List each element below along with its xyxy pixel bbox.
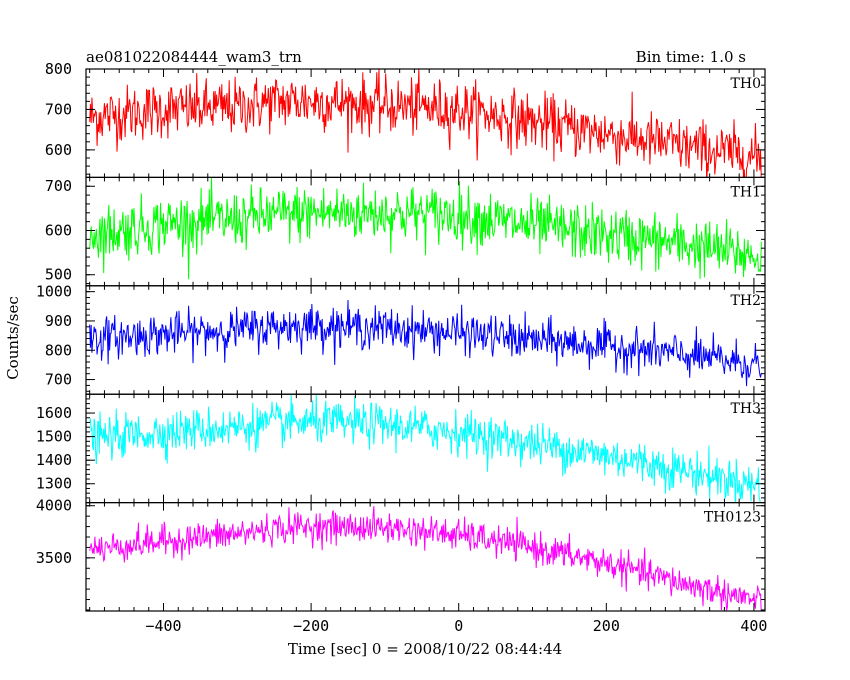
y-tick-label: 700 bbox=[45, 177, 72, 195]
y-tick-label: 800 bbox=[45, 341, 72, 359]
series-line-th0123 bbox=[89, 506, 762, 612]
series-label-th2: TH2 bbox=[731, 293, 761, 309]
y-tick-label: 1400 bbox=[36, 451, 72, 469]
x-tick-label: 400 bbox=[740, 617, 767, 635]
y-tick-label: 700 bbox=[45, 100, 72, 118]
panel-th2: 700 800 900 1000 TH2 bbox=[36, 283, 766, 395]
panel-th0123: 3500 4000 TH0123 bbox=[36, 497, 766, 612]
series-line-th3 bbox=[89, 394, 762, 503]
x-axis-label: Time [sec] 0 = 2008/10/22 08:44:44 bbox=[288, 640, 562, 658]
panel-frame bbox=[85, 285, 766, 395]
panel-th3: 1300 1400 1500 1600 TH3 bbox=[36, 393, 766, 504]
x-tick-label: 200 bbox=[593, 617, 620, 635]
y-tick-label: 1600 bbox=[36, 404, 72, 422]
panel-frame bbox=[85, 393, 766, 504]
x-tick-label: −400 bbox=[145, 617, 181, 635]
y-axis-label: Counts/sec bbox=[4, 296, 22, 380]
y-tick-label: 700 bbox=[45, 371, 72, 389]
panel-th0: 600 700 800 TH0 bbox=[45, 60, 766, 179]
x-axis-ticks: −400 −200 0 200 400 bbox=[145, 617, 767, 635]
x-tick-label: −200 bbox=[293, 617, 329, 635]
y-tick-label: 1500 bbox=[36, 428, 72, 446]
y-tick-label: 500 bbox=[45, 266, 72, 284]
y-tick-label: 600 bbox=[45, 221, 72, 239]
series-line-th0 bbox=[89, 69, 762, 178]
y-tick-label: 4000 bbox=[36, 497, 72, 515]
panel-th1: 500 600 700 TH1 bbox=[45, 176, 766, 287]
y-tick-label: 900 bbox=[45, 312, 72, 330]
x-tick-label: 0 bbox=[454, 617, 463, 635]
series-label-th0: TH0 bbox=[731, 76, 761, 92]
bin-time-label: Bin time: 1.0 s bbox=[636, 48, 746, 66]
y-tick-label: 1300 bbox=[36, 475, 72, 493]
panels-group: 600 700 800 TH0 500 600 700 TH1 700 800 900 1000 TH2… bbox=[36, 60, 766, 612]
series-label-th3: TH3 bbox=[731, 401, 761, 417]
y-tick-label: 3500 bbox=[36, 549, 72, 567]
series-label-th1: TH1 bbox=[731, 184, 761, 200]
series-line-th1 bbox=[89, 177, 762, 280]
panel-frame bbox=[85, 502, 766, 612]
chart-title: ae081022084444_wam3_trn bbox=[86, 48, 302, 66]
panel-frame bbox=[85, 68, 766, 179]
series-line-th2 bbox=[89, 300, 762, 387]
series-label-th0123: TH0123 bbox=[704, 510, 761, 526]
y-tick-label: 800 bbox=[45, 60, 72, 78]
y-tick-label: 600 bbox=[45, 141, 72, 159]
y-tick-label: 1000 bbox=[36, 283, 72, 301]
